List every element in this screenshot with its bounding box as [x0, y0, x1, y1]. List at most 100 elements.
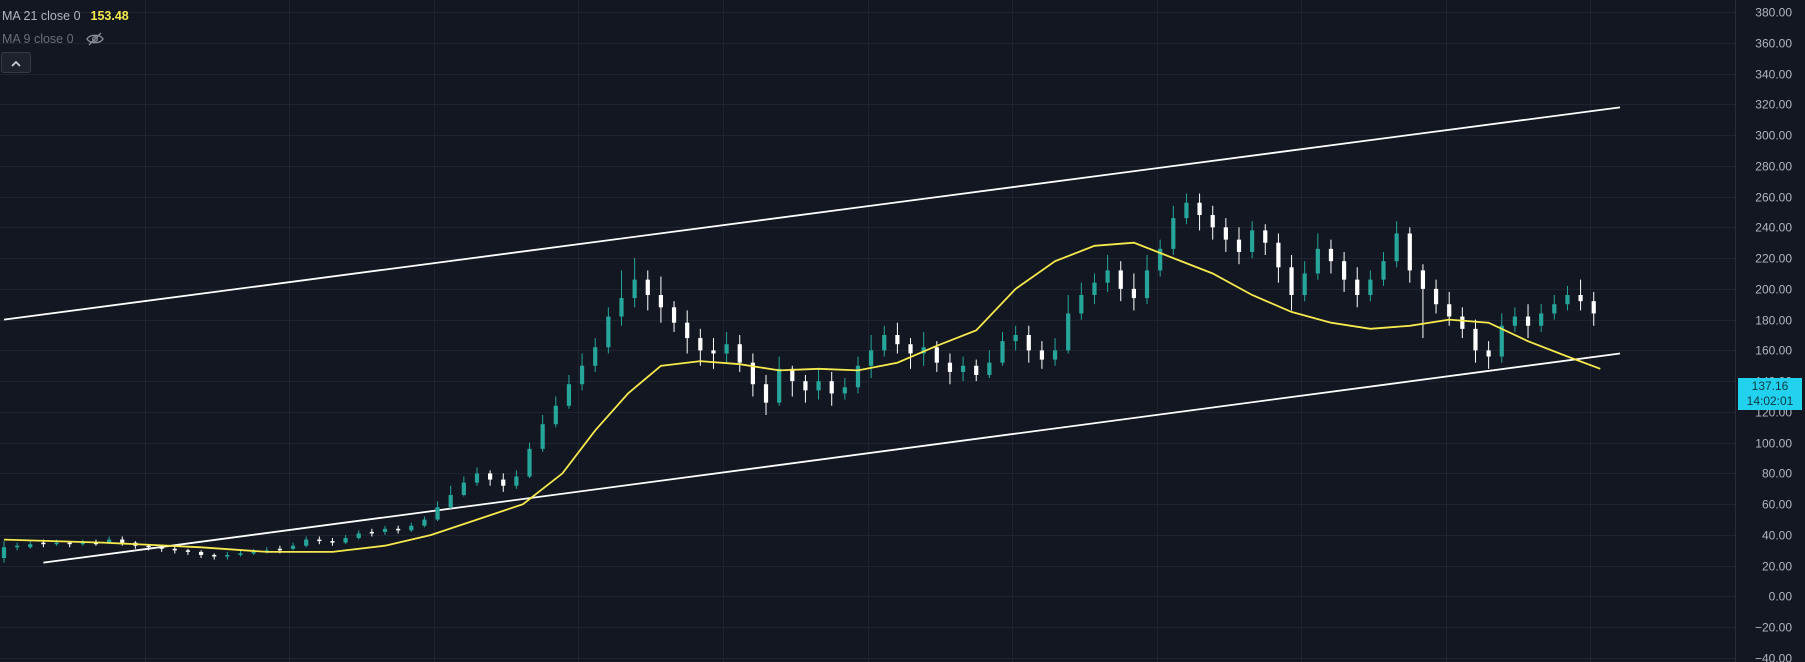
candle[interactable]	[593, 338, 598, 372]
candle[interactable]	[527, 442, 532, 479]
candle[interactable]	[1026, 325, 1031, 363]
candle[interactable]	[842, 378, 847, 400]
candle[interactable]	[1118, 261, 1123, 302]
candle[interactable]	[1539, 304, 1544, 332]
candle[interactable]	[15, 542, 20, 551]
candle[interactable]	[921, 331, 926, 366]
candle[interactable]	[711, 338, 716, 369]
candle[interactable]	[435, 501, 440, 522]
candle[interactable]	[1381, 251, 1386, 286]
candle[interactable]	[1263, 224, 1268, 256]
candle[interactable]	[1, 541, 7, 563]
candle[interactable]	[553, 396, 558, 428]
candle[interactable]	[159, 545, 164, 552]
candle[interactable]	[290, 542, 296, 551]
candle[interactable]	[1512, 307, 1517, 332]
candle[interactable]	[1525, 304, 1531, 339]
candle[interactable]	[343, 534, 348, 545]
candle[interactable]	[658, 276, 664, 323]
candle[interactable]	[1276, 233, 1281, 283]
candle[interactable]	[645, 270, 650, 311]
candle[interactable]	[1039, 341, 1045, 369]
candle[interactable]	[960, 356, 966, 382]
legend-ma9[interactable]: MA 9 close 0	[2, 27, 129, 50]
candle[interactable]	[225, 551, 230, 560]
candle[interactable]	[816, 368, 821, 400]
candle[interactable]	[1171, 205, 1176, 256]
upper-channel-trendline[interactable]	[3, 106, 1621, 321]
candle[interactable]	[724, 331, 729, 363]
candle[interactable]	[317, 536, 322, 545]
candle[interactable]	[1052, 338, 1058, 366]
candle[interactable]	[1420, 264, 1426, 339]
candle[interactable]	[803, 374, 808, 403]
candle[interactable]	[1092, 273, 1097, 305]
candle[interactable]	[750, 353, 755, 397]
candle[interactable]	[1289, 255, 1294, 311]
candle[interactable]	[330, 538, 335, 546]
candle[interactable]	[1486, 341, 1491, 369]
candle[interactable]	[1499, 313, 1504, 363]
trendlines[interactable]	[3, 106, 1621, 564]
candle[interactable]	[1079, 282, 1084, 320]
candle[interactable]	[1552, 295, 1557, 320]
price-axis[interactable]: 380.00 360.00 340.00 320.00 300.00 280.00 260.…	[1755, 6, 1792, 662]
candle[interactable]	[1236, 227, 1242, 265]
candle[interactable]	[763, 374, 769, 415]
candle[interactable]	[1223, 218, 1228, 252]
candle[interactable]	[1184, 193, 1189, 225]
candle[interactable]	[304, 536, 309, 548]
candle[interactable]	[1315, 233, 1320, 280]
candle[interactable]	[1368, 270, 1373, 302]
candle[interactable]	[540, 414, 545, 452]
candle[interactable]	[987, 350, 992, 379]
candle[interactable]	[579, 353, 585, 391]
candle[interactable]	[28, 541, 33, 549]
candle[interactable]	[855, 356, 861, 394]
candle[interactable]	[1355, 267, 1360, 308]
candle[interactable]	[671, 301, 677, 332]
candle[interactable]	[501, 473, 506, 492]
candle[interactable]	[1433, 279, 1439, 314]
candle[interactable]	[1302, 261, 1307, 302]
candle[interactable]	[382, 525, 388, 535]
candle[interactable]	[606, 307, 611, 354]
candle[interactable]	[1144, 255, 1150, 305]
candle[interactable]	[566, 374, 572, 409]
candle[interactable]	[895, 322, 900, 354]
candle[interactable]	[422, 516, 427, 528]
candle[interactable]	[461, 476, 466, 497]
candle[interactable]	[212, 553, 217, 560]
candle[interactable]	[1578, 279, 1583, 311]
candle[interactable]	[1328, 239, 1334, 274]
candle[interactable]	[908, 338, 913, 369]
candle[interactable]	[974, 359, 979, 382]
candle[interactable]	[1013, 325, 1018, 351]
candle[interactable]	[790, 365, 795, 397]
candle[interactable]	[829, 371, 834, 406]
candle[interactable]	[514, 470, 519, 489]
candle[interactable]	[1341, 251, 1347, 292]
candles[interactable]	[1, 193, 1596, 563]
legend-ma21[interactable]: MA 21 close 0 153.48	[2, 4, 129, 27]
candle[interactable]	[1394, 221, 1399, 268]
candle[interactable]	[396, 525, 401, 534]
candle[interactable]	[1105, 255, 1110, 292]
candle[interactable]	[777, 356, 782, 406]
candle[interactable]	[882, 325, 887, 357]
candle[interactable]	[1407, 227, 1412, 283]
candle[interactable]	[488, 470, 493, 486]
lower-channel-trendline[interactable]	[43, 352, 1621, 564]
candle[interactable]	[1591, 291, 1596, 326]
candle[interactable]	[238, 550, 243, 557]
candle[interactable]	[619, 270, 624, 326]
candle[interactable]	[185, 548, 191, 555]
candle[interactable]	[1131, 273, 1136, 311]
candle[interactable]	[1197, 193, 1202, 231]
eye-hidden-icon[interactable]	[85, 32, 104, 46]
candle[interactable]	[369, 528, 374, 537]
candle[interactable]	[632, 258, 637, 308]
candle[interactable]	[1565, 285, 1570, 311]
candle[interactable]	[1460, 307, 1465, 339]
